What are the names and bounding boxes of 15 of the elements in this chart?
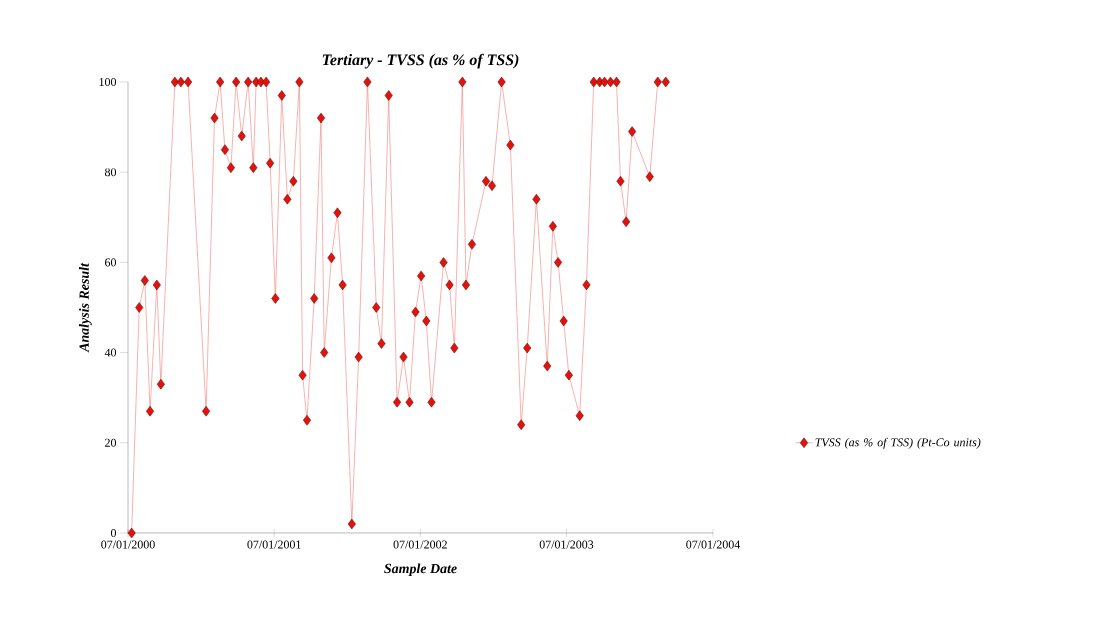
x-tick-label: 07/01/2003: [539, 540, 594, 549]
y-tick-label: 60: [105, 258, 117, 267]
x-tick-label: 07/01/2002: [393, 540, 447, 549]
y-tick-label: 80: [104, 168, 117, 177]
x-tick-label: 07/01/2001: [247, 540, 301, 549]
x-axis-title: Sample Date: [384, 563, 457, 577]
y-tick-label: 20: [105, 438, 117, 447]
x-tick-label: 07/01/2004: [686, 540, 741, 549]
y-tick-label: 40: [104, 348, 117, 357]
y-tick-label: 0: [110, 528, 117, 538]
x-tick-label: 07/01/2000: [101, 540, 155, 549]
legend-label: TVSS (as % of TSS) (Pt-Co units): [815, 437, 981, 449]
chart-title: Tertiary - TVSS (as % of TSS): [322, 53, 519, 69]
y-axis-title: Analysis Result: [79, 262, 92, 353]
y-tick-label: 100: [99, 77, 117, 87]
